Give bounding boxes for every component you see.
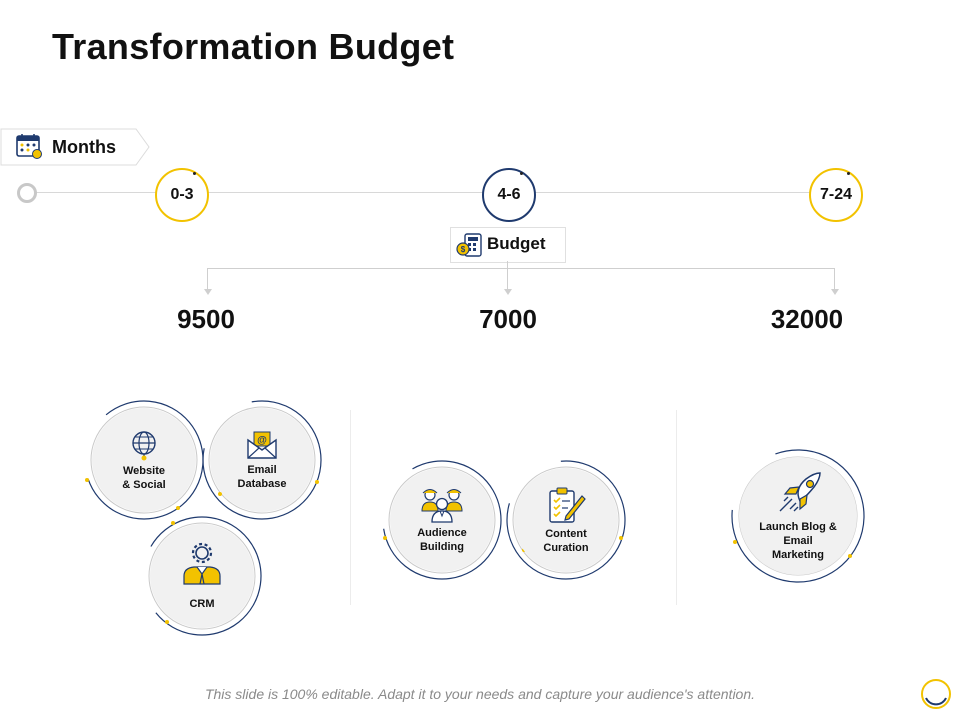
activity-launch-blog: Launch Blog & Email Marketing [728,446,868,586]
period-7-24: 7-24 [809,168,863,222]
activity-label: Email Database [237,463,287,490]
arrow-icon [831,289,839,295]
connector [834,268,835,290]
activity-crm: CRM [140,514,264,638]
team-icon [421,488,463,523]
calendar-icon [15,132,43,165]
timeline-line [34,192,834,193]
period-0-3: 0-3 [155,168,209,222]
connector-bar [207,268,835,269]
activity-label: Content Curation [543,527,589,554]
column-divider [676,410,677,605]
budget-amount-4-6: 7000 [479,304,537,334]
activity-audience-building: Audience Building [380,458,504,582]
budget-tag [450,227,566,263]
activity-label: Launch Blog & Email Marketing [759,520,837,561]
connector [507,268,508,290]
arrow-icon [504,289,512,295]
activity-website-social: Website & Social [82,398,206,522]
globe-icon [132,430,156,460]
footer-note: This slide is 100% editable. Adapt it to… [204,686,756,702]
checklist-pen-icon [549,487,586,523]
email-icon: @ [247,431,277,459]
activity-label: Website & Social [122,464,166,491]
svg-text:$: $ [461,245,466,254]
period-label: 7-24 [819,186,853,203]
activity-label: Audience Building [417,526,467,553]
period-label: 4-6 [497,186,521,203]
calculator-money-icon: $ [456,232,484,263]
rocket-icon [779,471,821,511]
period-4-6: 4-6 [482,168,536,222]
months-label: Months [52,137,116,157]
activity-label: CRM [189,597,215,610]
period-label: 0-3 [170,186,194,203]
activity-content-curation: Content Curation [504,458,628,582]
column-divider [350,410,351,605]
timeline-start-marker [17,183,37,203]
connector [507,261,508,269]
budget-label: Budget [487,234,546,253]
connector [207,268,208,290]
loading-ring-icon [920,678,952,715]
slide-title: Transformation Budget [52,26,455,67]
activity-email-database: @ Email Database [200,398,324,522]
arrow-icon [204,289,212,295]
budget-amount-0-3: 9500 [177,304,235,334]
budget-amount-7-24: 32000 [770,304,844,334]
svg-text:@: @ [257,435,267,446]
gear-person-icon [183,542,221,585]
